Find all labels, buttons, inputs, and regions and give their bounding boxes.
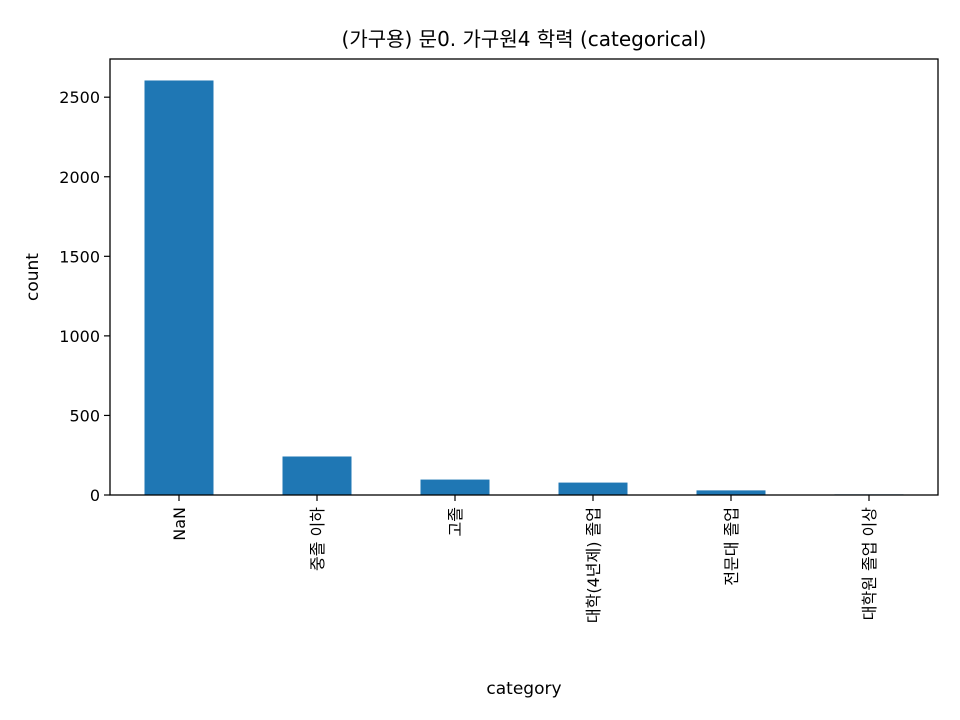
x-tick-label-0: NaN	[170, 507, 189, 541]
y-tick-label-2: 1000	[59, 327, 100, 346]
bars-group	[144, 80, 904, 495]
bar-2	[420, 479, 490, 495]
x-tick-label-5: 대학원 졸업 이상	[860, 507, 879, 620]
y-tick-label-4: 2000	[59, 168, 100, 187]
y-axis-label: count	[23, 253, 43, 301]
x-tick-label-1: 중졸 이하	[308, 507, 327, 571]
bar-4	[696, 490, 766, 495]
y-tick-label-0: 0	[90, 486, 100, 505]
bar-3	[558, 482, 628, 495]
x-tick-label-2: 고졸	[446, 507, 465, 536]
x-tick-label-3: 대학(4년제) 졸업	[584, 507, 603, 623]
bar-0	[144, 80, 214, 495]
y-tick-label-1: 500	[69, 406, 100, 425]
x-axis-label: category	[486, 679, 561, 699]
bar-1	[282, 456, 352, 495]
x-axis-ticks: NaN 중졸 이하 고졸 대학(4년제) 졸업 전문대 졸업 대학원 졸업 이상	[170, 495, 879, 623]
x-tick-label-4: 전문대 졸업	[722, 507, 741, 586]
y-tick-label-3: 1500	[59, 247, 100, 266]
y-axis-ticks: 0 500 1000 1500 2000 2500	[59, 88, 110, 505]
chart-title: (가구용) 문0. 가구원4 학력 (categorical)	[342, 27, 707, 51]
plot-area-frame	[109, 58, 939, 496]
y-tick-label-5: 2500	[59, 88, 100, 107]
